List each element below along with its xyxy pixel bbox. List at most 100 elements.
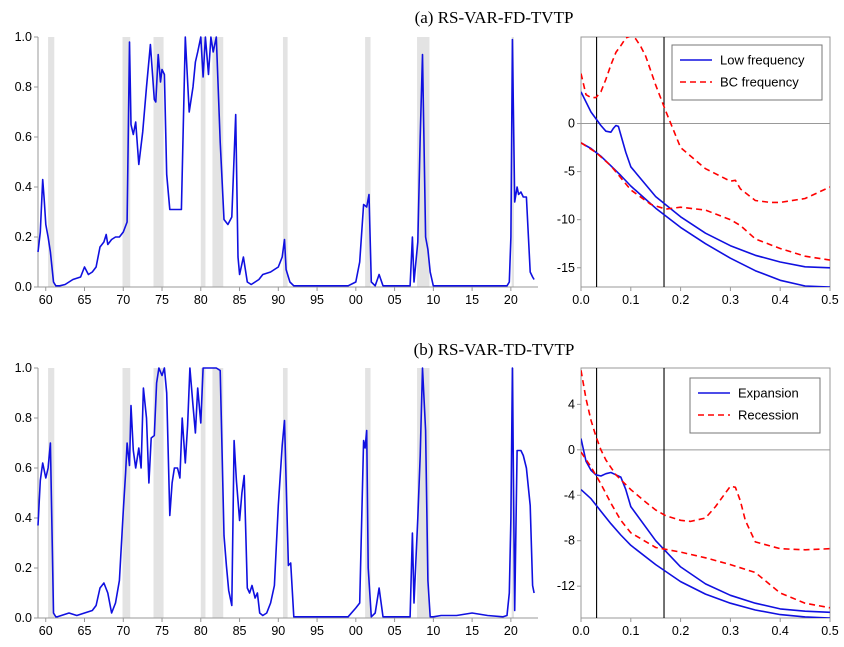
- panel-a-title: (a) RS-VAR-FD-TVTP: [415, 8, 574, 27]
- panel-a-spectrum-chart: 0 -5 -10 -15 0.0 0.1 0.2 0.3 0.4 0.5 Low frequency…: [557, 36, 839, 307]
- pb-left-x-tick-label-3: 75: [155, 624, 169, 638]
- pa-left-y-tick-label-1: 0.2: [15, 230, 32, 244]
- pb-left-y-tick-label-2: 0.4: [15, 511, 32, 525]
- pa-right-y-tick-label-1: -5: [564, 165, 575, 179]
- pa-left-recession-band-4: [212, 37, 224, 287]
- pa-right-x-tick-label-4: 0.4: [772, 293, 789, 307]
- pa-left-recession-band-5: [282, 37, 288, 287]
- pb-left-x-tick-label-1: 65: [78, 624, 92, 638]
- pa-left-probability-line-0: [37, 36, 535, 287]
- pa-left-y-tick-label-4: 0.8: [15, 80, 32, 94]
- pb-left-y-tick-label-0: 0.0: [15, 611, 32, 625]
- pb-left-x-tick-label-11: 15: [465, 624, 479, 638]
- pb-left-x-tick-label-10: 10: [426, 624, 440, 638]
- pb-left-recession-band-3: [200, 368, 206, 618]
- pa-left-recession-band-1: [122, 37, 131, 287]
- pa-left-x-tick-label-3: 75: [155, 293, 169, 307]
- pa-left-y-tick-label-2: 0.4: [15, 180, 32, 194]
- pb-right-y-tick-label-2: -4: [564, 488, 575, 502]
- pa-right-x-tick-label-5: 0.5: [821, 293, 838, 307]
- pb-right-y-tick-label-3: -8: [564, 534, 575, 548]
- pb-right-y-tick-label-1: 0: [568, 443, 575, 457]
- pb-right-legend-label-0: Expansion: [738, 386, 799, 401]
- pb-left-x-tick-label-9: 05: [388, 624, 402, 638]
- pa-right-solid-line-0: [581, 91, 830, 269]
- pa-right-series-group: [581, 37, 830, 287]
- pb-left-recession-band-2: [153, 368, 164, 618]
- pa-right-legend-label-0: Low frequency: [720, 53, 805, 68]
- pa-left-recession-band-7: [417, 37, 430, 287]
- pb-right-legend-label-1: Recession: [738, 408, 799, 423]
- pb-right-series-group: [581, 370, 830, 618]
- pb-left-x-tick-label-5: 85: [233, 624, 247, 638]
- pb-right-x-tick-label-1: 0.1: [622, 624, 639, 638]
- pa-right-solid-line-1: [581, 142, 830, 287]
- pa-left-x-tick-label-6: 90: [271, 293, 285, 307]
- pa-right-legend-box: [671, 44, 823, 101]
- pa-left-y-tick-label-5: 1.0: [15, 30, 32, 44]
- pb-left-y-tick-label-5: 1.0: [15, 361, 32, 375]
- pb-left-probability-line-0: [37, 367, 535, 618]
- pa-left-x-tick-label-1: 65: [78, 293, 92, 307]
- pb-left-x-tick-label-2: 70: [116, 624, 130, 638]
- pa-right-legend: Low frequency BC frequency: [671, 44, 823, 101]
- pa-left-x-tick-label-11: 15: [465, 293, 479, 307]
- pa-right-dashed-line-3: [581, 142, 830, 261]
- pb-left-x-tick-label-0: 60: [39, 624, 53, 638]
- pb-right-x-tick-label-3: 0.3: [722, 624, 739, 638]
- pa-left-y-tick-label-3: 0.6: [15, 130, 32, 144]
- pb-right-x-tick-label-2: 0.2: [672, 624, 689, 638]
- pb-right-solid-line-0: [581, 438, 830, 614]
- pb-right-legend-box: [689, 377, 821, 434]
- pb-left-y-tick-label-4: 0.8: [15, 411, 32, 425]
- pa-left-x-tick-label-2: 70: [116, 293, 130, 307]
- pa-left-recession-band-6: [365, 37, 371, 287]
- pb-left-recession-band-1: [122, 368, 131, 618]
- pb-left-x-tick-label-8: 00: [349, 624, 363, 638]
- pb-left-y-tick-label-3: 0.6: [15, 461, 32, 475]
- pb-left-x-tick-label-4: 80: [194, 624, 208, 638]
- pb-left-x-tick-label-7: 95: [310, 624, 324, 638]
- panel-b: (b) RS-VAR-TD-TVTP 0.0 0.2 0.4 0.6 0.8 1.0 60 6…: [15, 340, 839, 638]
- pb-right-y-tick-label-4: -12: [557, 579, 575, 593]
- pb-right-x-tick-label-0: 0.0: [572, 624, 589, 638]
- pb-left-recession-band-5: [282, 368, 288, 618]
- pa-right-y-tick-label-0: 0: [568, 117, 575, 131]
- pb-right-y-tick-label-0: 4: [568, 397, 575, 411]
- pa-right-dashed-line-2: [581, 37, 830, 204]
- pb-left-x-tick-label-6: 90: [271, 624, 285, 638]
- pb-right-legend: Expansion Recession: [689, 377, 821, 434]
- pa-right-x-tick-label-2: 0.2: [672, 293, 689, 307]
- pa-right-y-tick-label-2: -10: [557, 213, 575, 227]
- pb-right-solid-line-1: [581, 489, 830, 618]
- pa-right-x-tick-label-3: 0.3: [722, 293, 739, 307]
- pa-left-x-tick-label-8: 00: [349, 293, 363, 307]
- pb-left-x-tick-label-12: 20: [504, 624, 518, 638]
- pa-right-x-tick-label-0: 0.0: [572, 293, 589, 307]
- pb-right-x-tick-label-5: 0.5: [821, 624, 838, 638]
- pb-right-dashed-line-2: [581, 370, 830, 551]
- pa-left-recession-band-3: [200, 37, 206, 287]
- panel-b-spectrum-chart: 4 0 -4 -8 -12 0.0 0.1 0.2 0.3 0.4 0.5 Expansion Rece…: [557, 367, 839, 638]
- pa-left-x-tick-label-4: 80: [194, 293, 208, 307]
- panel-a-probability-chart: 0.0 0.2 0.4 0.6 0.8 1.0 60 65 70 75 80 85 90 95 00 05 10…: [15, 30, 538, 307]
- pb-right-plot-frame: [580, 367, 831, 619]
- pb-right-dashed-line-3: [581, 451, 830, 609]
- pb-left-y-tick-label-1: 0.2: [15, 561, 32, 575]
- pa-left-x-tick-label-0: 60: [39, 293, 53, 307]
- pa-left-recession-band-0: [48, 37, 55, 287]
- pa-left-x-tick-label-5: 85: [233, 293, 247, 307]
- panel-a: (a) RS-VAR-FD-TVTP 0.0 0.2 0.4 0.6 0.8 1.0 60 6…: [15, 8, 839, 307]
- pa-left-x-tick-label-10: 10: [426, 293, 440, 307]
- pa-left-recession-band-2: [153, 37, 164, 287]
- panel-b-title: (b) RS-VAR-TD-TVTP: [414, 340, 575, 359]
- pa-right-plot-frame: [580, 36, 831, 288]
- pa-left-x-tick-label-12: 20: [504, 293, 518, 307]
- pb-left-recession-band-4: [212, 368, 224, 618]
- pa-left-x-tick-label-9: 05: [388, 293, 402, 307]
- pb-right-x-tick-label-4: 0.4: [772, 624, 789, 638]
- pa-right-y-tick-label-3: -15: [557, 261, 575, 275]
- pa-left-recession-band-8: [511, 37, 514, 287]
- panel-b-probability-chart: 0.0 0.2 0.4 0.6 0.8 1.0 60 65 70 75 80 85 90 95 00 05 10…: [15, 361, 538, 638]
